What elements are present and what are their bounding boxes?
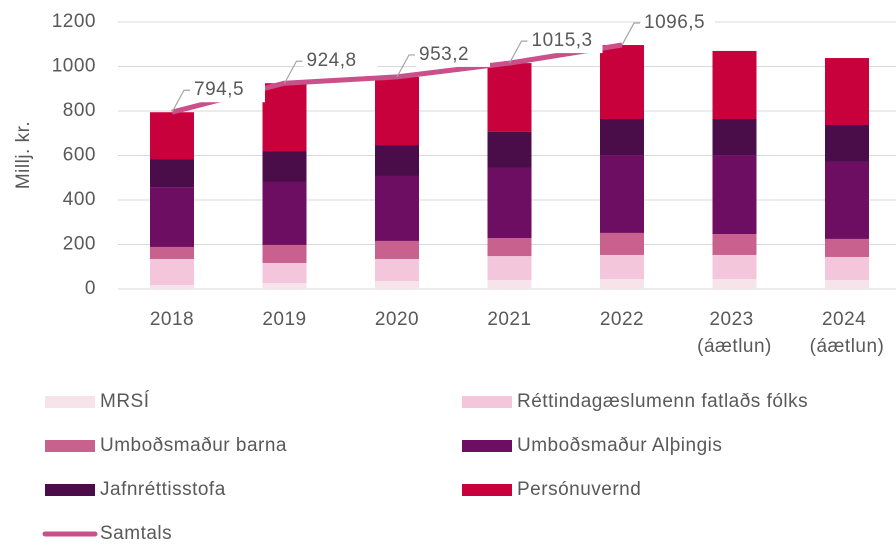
label-bg [191,78,265,103]
data-label: 1015,3 [532,30,593,51]
bar-segment [375,145,419,176]
bar-segment [825,256,869,281]
legend-swatch [45,440,95,452]
bar-segment [600,155,644,233]
bar-segment [262,244,307,263]
legend-label: Samtals [100,523,172,544]
bar-segment [600,119,644,156]
bar-segment [487,280,532,289]
bar-segment [600,45,644,120]
bar-segment [600,278,644,289]
bar-segment [487,131,532,168]
bar-segment [487,63,532,132]
legend-label: Jafnréttisstofa [100,479,226,500]
legend-swatch [45,484,95,496]
y-tick-label: 600 [63,145,96,166]
label-leader [508,40,528,64]
label-leader [396,54,415,78]
bar-segment [712,155,757,235]
x-tick-label: 2020 [375,309,419,330]
bar-segment [150,258,194,285]
x-tick-label: 2021 [487,309,531,330]
legend-label: Persónuvernd [517,479,641,500]
bar-segment [825,58,869,126]
x-tick-label: 2023 (áætlun) [697,309,772,357]
y-axis-label: Millj. kr. [13,121,34,189]
y-tick-label: 200 [63,234,96,255]
bar-segment [262,262,307,283]
legend-swatch [462,396,512,408]
legend-swatch [462,484,512,496]
bar-segment [487,167,532,239]
legend-swatch [462,440,512,452]
bar-segment [375,76,419,146]
x-tick-label: 2024 (áætlun) [810,309,885,357]
bar-segment [712,278,757,289]
bar-segment [487,256,532,281]
label-bg [416,42,490,67]
label-bg [528,29,603,54]
legend-label: Réttindagæslumenn fatlaðs fólks [517,391,808,412]
bar-segment [262,181,307,245]
data-label: 794,5 [194,79,244,100]
bar-segment [712,254,757,279]
bar-segment [150,112,194,160]
y-tick-label: 1000 [52,56,96,77]
label-bg [641,11,715,36]
x-tick-label: 2018 [150,309,194,330]
bar-segment [262,83,307,152]
legend-label: Umboðsmaður barna [100,435,287,456]
bar-segment [375,175,419,241]
bar-segment [712,50,757,120]
label-leader [621,22,640,46]
y-tick-label: 0 [85,278,96,299]
bar-segment [825,280,869,289]
data-label: 924,8 [307,50,357,71]
bar-segment [150,246,194,259]
legend-label: Umboðsmaður Alþingis [517,435,722,456]
bar-segment [712,119,757,156]
x-tick-label: 2019 [262,309,306,330]
bar-segment [150,187,194,247]
bar-segment [262,151,307,182]
bar-segment [150,159,194,188]
data-label: 1096,5 [644,12,705,33]
bar-segment [262,282,307,289]
label-bg [303,49,378,74]
y-tick-label: 400 [63,189,96,210]
bar-segment [375,258,419,281]
bar-segment [600,232,644,255]
bar-segment [825,238,869,257]
bar-segment [712,234,757,255]
bar-segment [375,240,419,259]
bar-segment [600,254,644,279]
data-label: 953,2 [419,44,469,65]
x-tick-label: 2022 [600,309,644,330]
y-tick-label: 800 [63,100,96,121]
label-leader [171,89,190,113]
bar-segment [150,284,194,289]
bar-segment [487,238,532,257]
legend-label: MRSÍ [100,391,150,412]
bar-segment [825,125,869,162]
legend-swatch [45,396,95,408]
bar-segment [375,280,419,289]
label-leader [283,60,303,84]
y-tick-label: 1200 [52,11,96,32]
bar-segment [825,161,869,239]
